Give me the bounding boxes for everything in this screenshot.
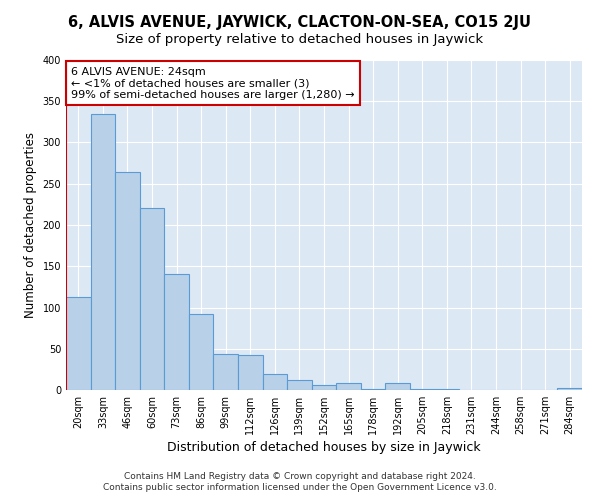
Bar	[164, 274, 189, 390]
Bar	[361, 389, 385, 390]
Bar	[214, 354, 238, 390]
Bar	[189, 314, 214, 390]
Bar	[336, 384, 361, 390]
Text: Size of property relative to detached houses in Jaywick: Size of property relative to detached ho…	[116, 32, 484, 46]
Bar	[238, 356, 263, 390]
Bar	[434, 389, 459, 390]
Bar	[91, 114, 115, 390]
Bar	[287, 380, 312, 390]
Bar	[115, 172, 140, 390]
Bar	[312, 385, 336, 390]
Text: 6 ALVIS AVENUE: 24sqm
← <1% of detached houses are smaller (3)
99% of semi-detac: 6 ALVIS AVENUE: 24sqm ← <1% of detached …	[71, 66, 355, 100]
X-axis label: Distribution of detached houses by size in Jaywick: Distribution of detached houses by size …	[167, 441, 481, 454]
Text: 6, ALVIS AVENUE, JAYWICK, CLACTON-ON-SEA, CO15 2JU: 6, ALVIS AVENUE, JAYWICK, CLACTON-ON-SEA…	[68, 15, 532, 30]
Text: Contains public sector information licensed under the Open Government Licence v3: Contains public sector information licen…	[103, 484, 497, 492]
Bar	[66, 297, 91, 390]
Y-axis label: Number of detached properties: Number of detached properties	[24, 132, 37, 318]
Bar	[263, 374, 287, 390]
Bar	[385, 384, 410, 390]
Text: Contains HM Land Registry data © Crown copyright and database right 2024.: Contains HM Land Registry data © Crown c…	[124, 472, 476, 481]
Bar	[410, 389, 434, 390]
Bar	[140, 208, 164, 390]
Bar	[557, 388, 582, 390]
